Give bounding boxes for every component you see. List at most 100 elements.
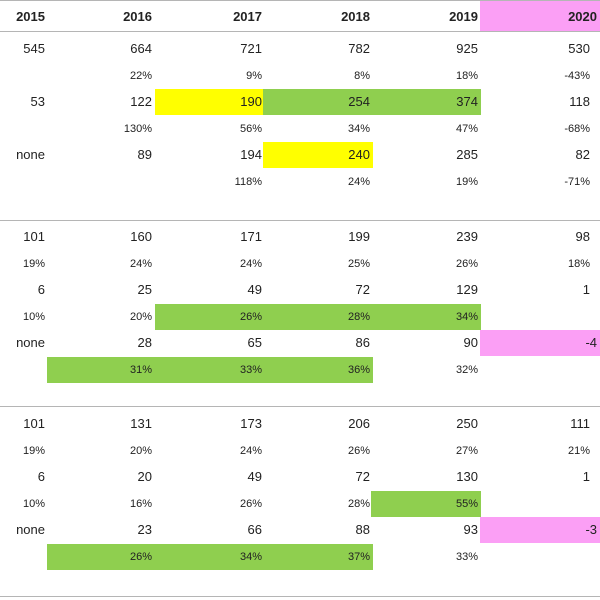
cell: 18% xyxy=(567,257,590,270)
cell: 21% xyxy=(567,444,590,457)
cell: 28 xyxy=(137,335,152,351)
cell: 782 xyxy=(348,41,370,56)
cell: 6 xyxy=(37,282,45,298)
cell: 24% xyxy=(129,257,152,270)
cell: 129 xyxy=(456,282,478,298)
cell: 111 xyxy=(570,416,590,431)
cell: 122 xyxy=(130,94,152,110)
cell: 31% xyxy=(47,357,155,383)
cell: 10% xyxy=(22,497,45,510)
cell: 190 xyxy=(155,89,265,116)
cell: 118 xyxy=(569,94,590,110)
cell: 19% xyxy=(22,257,45,270)
cell: 545 xyxy=(23,41,45,56)
cell: 72 xyxy=(355,282,370,298)
cell: 88 xyxy=(355,522,370,538)
cell: 19% xyxy=(455,176,478,188)
cell: 49 xyxy=(247,282,262,298)
cell: 101 xyxy=(23,416,45,431)
cell: 24% xyxy=(347,176,370,188)
cell: 49 xyxy=(247,469,262,485)
cell: 34% xyxy=(155,544,265,570)
cell: 664 xyxy=(130,41,152,56)
cell: 239 xyxy=(456,229,478,244)
cell: 19% xyxy=(22,444,45,457)
cell: 89 xyxy=(137,147,152,163)
cell: 28% xyxy=(263,303,373,330)
cell: 26% xyxy=(455,257,478,270)
cell: 25 xyxy=(137,282,152,298)
cell: 24% xyxy=(239,257,262,270)
bottom-border xyxy=(0,596,600,597)
cell: none xyxy=(16,335,45,351)
cell: 28% xyxy=(347,497,370,510)
cell: 1 xyxy=(582,282,590,298)
cell: 20 xyxy=(137,469,152,485)
cell: 10% xyxy=(22,310,45,323)
cell: 171 xyxy=(240,229,262,244)
cell: -68% xyxy=(564,122,590,135)
cell: 925 xyxy=(456,41,478,56)
cell: 34% xyxy=(371,303,481,330)
cell: 8% xyxy=(354,69,370,82)
cell: none xyxy=(16,522,45,538)
cell: 6 xyxy=(37,469,45,485)
cell: 206 xyxy=(348,416,370,431)
cell: 37% xyxy=(263,544,373,570)
cell: 56% xyxy=(239,122,262,135)
cell: 47% xyxy=(455,122,478,135)
cell: 86 xyxy=(355,335,370,351)
cell: 254 xyxy=(263,89,373,116)
cell: 250 xyxy=(456,416,478,431)
cell: 160 xyxy=(130,229,152,244)
cell: 72 xyxy=(355,469,370,485)
cell: 1 xyxy=(582,469,590,485)
cell: 9% xyxy=(246,69,262,82)
column-header: 2020 xyxy=(480,1,600,31)
cell: 26% xyxy=(239,497,262,510)
cell: 240 xyxy=(263,142,373,169)
section-separator xyxy=(0,220,600,221)
cell: 82 xyxy=(575,147,590,163)
cell: -71% xyxy=(564,176,590,188)
cell: 194 xyxy=(240,147,262,163)
cell: 721 xyxy=(240,41,262,56)
column-header: 2016 xyxy=(123,9,152,24)
cell: 130 xyxy=(456,469,478,485)
cell: -43% xyxy=(564,69,590,82)
column-header: 2017 xyxy=(233,9,262,24)
header-bottom-border xyxy=(0,31,600,32)
cell: 18% xyxy=(455,69,478,82)
cell: 20% xyxy=(129,310,152,323)
cell: 199 xyxy=(348,229,370,244)
cell: 25% xyxy=(347,257,370,270)
cell: 285 xyxy=(456,147,478,163)
cell: 118% xyxy=(234,176,262,188)
cell: 66 xyxy=(247,522,262,538)
section-separator xyxy=(0,406,600,407)
cell: none xyxy=(16,147,45,163)
header-top-border xyxy=(0,0,600,1)
cell: -3 xyxy=(480,517,600,544)
cell: 93 xyxy=(463,522,478,538)
cell: -4 xyxy=(480,330,600,357)
cell: 24% xyxy=(239,444,262,457)
cell: 101 xyxy=(23,229,45,244)
cell: 36% xyxy=(263,357,373,383)
column-header: 2018 xyxy=(341,9,370,24)
cell: 173 xyxy=(240,416,262,431)
cell: 26% xyxy=(155,303,265,330)
cell: 374 xyxy=(371,89,481,116)
cell: 16% xyxy=(129,497,152,510)
cell: 98 xyxy=(575,229,590,244)
cell: 90 xyxy=(463,335,478,351)
cell: 53 xyxy=(30,94,45,110)
column-header: 2019 xyxy=(449,9,478,24)
cell: 20% xyxy=(129,444,152,457)
cell: 22% xyxy=(129,69,152,82)
cell: 131 xyxy=(130,416,152,431)
cell: 65 xyxy=(247,335,262,351)
cell: 530 xyxy=(568,41,590,56)
cell: 23 xyxy=(137,522,152,538)
